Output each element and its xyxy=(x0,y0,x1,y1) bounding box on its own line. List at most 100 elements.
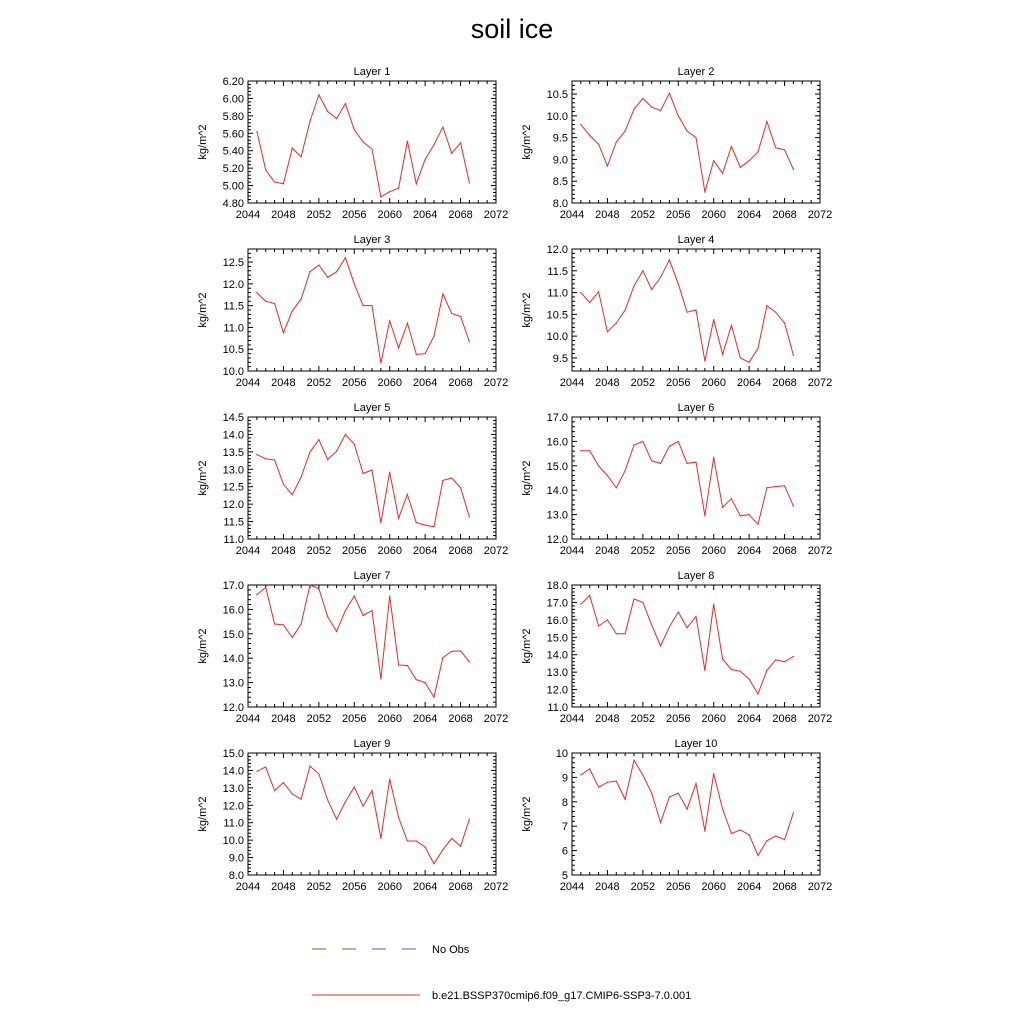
data-point xyxy=(659,645,662,647)
data-point xyxy=(730,324,733,326)
data-point xyxy=(300,156,302,158)
plot-frame xyxy=(247,584,497,708)
data-point xyxy=(415,522,417,524)
data-point xyxy=(335,450,338,452)
x-tick-label: 2072 xyxy=(808,713,832,725)
x-tick-label: 2072 xyxy=(808,209,832,221)
data-point xyxy=(686,311,688,313)
data-point xyxy=(659,462,662,464)
y-tick-label: 13.0 xyxy=(223,678,244,690)
data-point xyxy=(362,305,364,307)
chart-panel-9: Layer 9 kg/m^2 2044 2048 2052 2056 2060 2064 206… xyxy=(197,738,508,893)
y-axis-label: kg/m^2 xyxy=(521,460,533,495)
chart-panel-10: Layer 10 kg/m^2 2044 2048 2052 2056 2060 2064 20… xyxy=(521,738,832,893)
y-tick-label: 13.0 xyxy=(547,510,568,522)
x-tick-label: 2068 xyxy=(772,209,796,221)
data-point xyxy=(300,798,302,800)
data-point xyxy=(468,661,471,663)
y-tick-label: 9.5 xyxy=(553,133,568,145)
data-point xyxy=(282,782,285,784)
data-point xyxy=(371,148,373,150)
data-point xyxy=(677,283,679,285)
data-point xyxy=(433,696,435,698)
data-point xyxy=(757,523,759,525)
data-point xyxy=(291,310,293,312)
y-axis-label: kg/m^2 xyxy=(197,292,209,327)
data-point xyxy=(459,315,462,318)
data-point xyxy=(344,801,347,803)
x-tick-label: 2048 xyxy=(271,545,295,557)
data-point xyxy=(686,808,688,810)
x-tick-label: 2064 xyxy=(737,209,761,221)
data-point xyxy=(651,106,653,108)
x-tick-label: 2056 xyxy=(666,881,690,893)
data-point xyxy=(739,166,741,168)
x-tick-label: 2060 xyxy=(701,209,725,221)
data-point xyxy=(451,837,453,840)
data-point xyxy=(451,312,453,315)
data-point xyxy=(300,298,302,300)
data-point xyxy=(380,522,382,524)
data-point xyxy=(415,353,417,356)
data-point xyxy=(651,792,653,794)
data-point xyxy=(766,120,768,123)
legend: No Obs b.e21.BSSP370cmip6.f09_g17.CMIP6-S… xyxy=(312,944,691,1002)
x-tick-label: 2052 xyxy=(307,377,331,389)
plot-frame xyxy=(571,752,821,876)
x-tick-label: 2068 xyxy=(448,881,472,893)
y-tick-label: 5.20 xyxy=(223,163,244,175)
data-point xyxy=(406,664,409,667)
data-point xyxy=(380,678,382,680)
data-point xyxy=(659,110,662,112)
x-tick-label: 2072 xyxy=(484,209,508,221)
data-point xyxy=(344,610,347,612)
chart-panel-3: Layer 3 kg/m^2 2044 2048 2052 2056 2060 2064 206… xyxy=(197,234,508,389)
x-tick-label: 2068 xyxy=(772,881,796,893)
data-point xyxy=(318,439,320,441)
data-point xyxy=(424,682,426,684)
data-point xyxy=(300,476,302,478)
data-point xyxy=(256,454,258,456)
data-point xyxy=(362,805,364,807)
data-point xyxy=(433,863,435,865)
x-tick-label: 2068 xyxy=(448,209,472,221)
x-tick-label: 2056 xyxy=(342,881,366,893)
y-tick-label: 8.0 xyxy=(229,870,244,882)
y-tick-label: 10.5 xyxy=(547,89,568,101)
series-line xyxy=(256,584,470,699)
data-point xyxy=(721,172,724,174)
y-tick-label: 8.5 xyxy=(553,176,568,188)
data-point xyxy=(597,786,600,788)
y-tick-label: 6.20 xyxy=(223,76,244,88)
y-tick-label: 5.80 xyxy=(223,111,244,123)
y-tick-label: 5.60 xyxy=(223,128,244,140)
data-point xyxy=(468,818,471,820)
panel-title: Layer 9 xyxy=(354,738,391,750)
y-tick-label: 7 xyxy=(562,821,568,833)
data-point xyxy=(344,433,347,436)
x-tick-label: 2068 xyxy=(772,545,796,557)
x-tick-label: 2048 xyxy=(271,713,295,725)
data-point xyxy=(642,440,644,442)
data-point xyxy=(615,487,617,489)
x-tick-label: 2068 xyxy=(772,713,796,725)
panel-title: Layer 7 xyxy=(354,570,391,582)
data-point xyxy=(642,774,644,776)
x-tick-label: 2048 xyxy=(271,881,295,893)
data-point xyxy=(624,309,626,311)
y-tick-label: 11.0 xyxy=(223,818,244,830)
data-point xyxy=(792,168,795,171)
data-point xyxy=(651,460,653,462)
data-point xyxy=(389,320,391,322)
panel-title: Layer 10 xyxy=(675,738,718,750)
x-tick-label: 2056 xyxy=(666,713,690,725)
x-tick-label: 2064 xyxy=(413,545,437,557)
data-point xyxy=(309,271,311,273)
x-tick-label: 2060 xyxy=(377,377,401,389)
data-point xyxy=(695,309,697,311)
series-line xyxy=(580,91,794,193)
plot-frame xyxy=(571,584,821,708)
data-point xyxy=(721,353,724,356)
y-axis-label: kg/m^2 xyxy=(521,292,533,327)
